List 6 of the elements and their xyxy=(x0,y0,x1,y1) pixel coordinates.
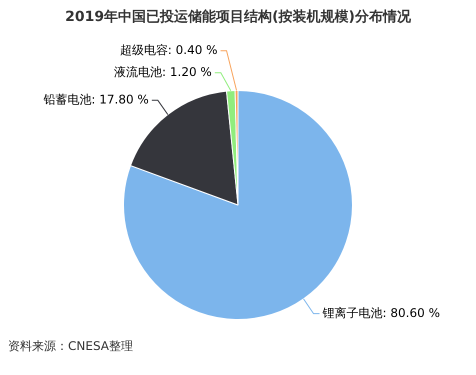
slice-label: 锂离子电池: 80.60 % xyxy=(322,306,440,320)
slice-label: 超级电容: 0.40 % xyxy=(120,42,218,57)
slice-label: 铅蓄电池: 17.80 % xyxy=(42,92,149,106)
chart-title: 2019年中国已投运储能项目结构(按装机规模)分布情况 xyxy=(64,8,412,27)
slice-label: 液流电池: 1.20 % xyxy=(114,64,212,79)
text: 资料来源：CNESA整理 xyxy=(8,338,134,355)
